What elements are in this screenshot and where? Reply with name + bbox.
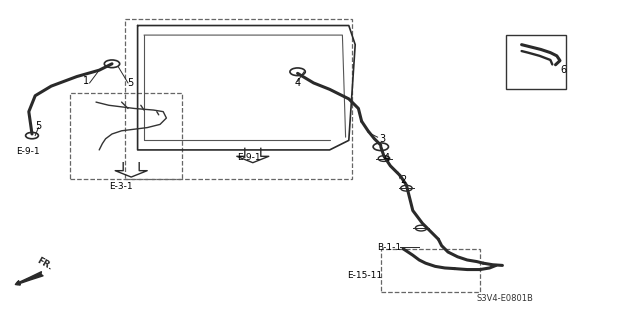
Bar bbox=[125, 19, 352, 179]
Text: 1: 1 bbox=[83, 76, 90, 86]
Text: 6: 6 bbox=[560, 65, 566, 75]
Text: E-9-1: E-9-1 bbox=[16, 147, 40, 156]
Text: E-15-11: E-15-11 bbox=[348, 271, 383, 280]
Text: 5: 5 bbox=[127, 78, 133, 88]
Text: E-9-1: E-9-1 bbox=[237, 153, 260, 162]
Bar bbox=[381, 249, 480, 292]
Bar bbox=[506, 35, 566, 89]
Text: 4: 4 bbox=[384, 153, 390, 163]
Text: 5: 5 bbox=[35, 121, 42, 131]
Bar bbox=[70, 93, 182, 179]
Text: E-3-1: E-3-1 bbox=[109, 182, 132, 191]
Text: B-1-1: B-1-1 bbox=[378, 243, 402, 252]
Text: FR.: FR. bbox=[35, 256, 54, 272]
Text: 2: 2 bbox=[400, 175, 406, 185]
Text: S3V4-E0801B: S3V4-E0801B bbox=[477, 294, 534, 303]
Text: 3: 3 bbox=[379, 134, 385, 144]
Text: 4: 4 bbox=[294, 78, 301, 88]
